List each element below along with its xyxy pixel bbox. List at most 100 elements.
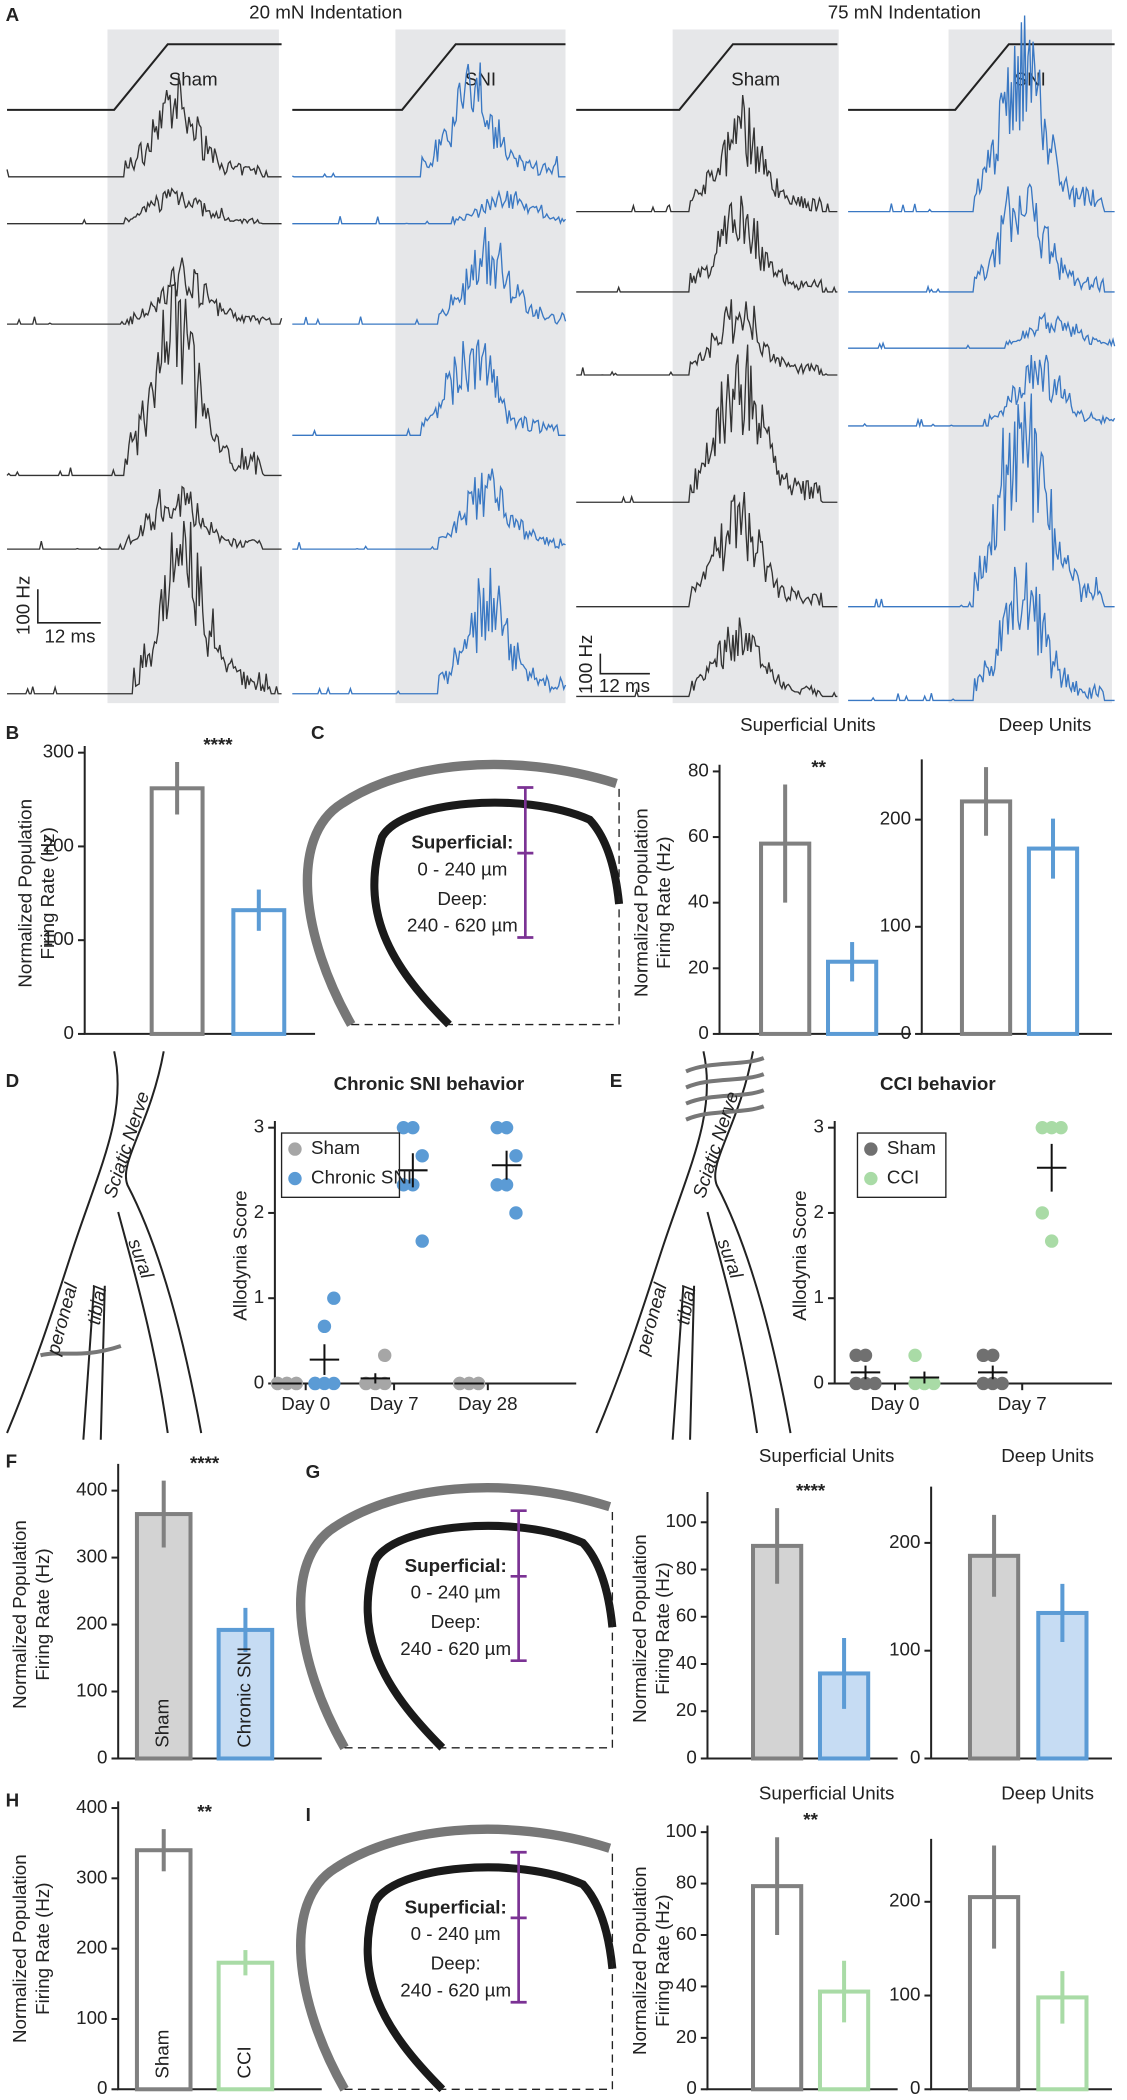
legend-box <box>856 1132 947 1198</box>
y-tick-label: 0 <box>97 1746 107 1767</box>
chart-title: Superficial Units <box>759 1445 894 1466</box>
section-box <box>344 1848 614 2090</box>
y-tick-label: 0 <box>910 1746 920 1767</box>
y-axis-label: Allodynia Score <box>229 1190 250 1320</box>
chart-title: Deep Units <box>1001 1445 1094 1466</box>
data-point <box>406 1120 420 1135</box>
firing-trace <box>7 485 282 550</box>
data-point <box>976 1376 991 1391</box>
firing-trace <box>292 567 567 695</box>
condition-header: 75 mN Indentation <box>828 1 981 22</box>
data-point <box>1035 1206 1049 1220</box>
data-point <box>499 1120 514 1135</box>
data-point <box>908 1376 922 1391</box>
significance: **** <box>190 1452 220 1473</box>
bar-label: Chronic SNI <box>233 1647 254 1748</box>
depth-label: Superficial: <box>411 832 513 853</box>
data-point <box>490 1178 504 1192</box>
data-point <box>415 1234 429 1248</box>
chart-title: CCI behavior <box>880 1073 996 1094</box>
firing-trace <box>7 187 282 225</box>
panel-letter: E <box>610 1070 623 1091</box>
depth-label: 0 - 240 µm <box>417 858 507 879</box>
condition-header: 20 mN Indentation <box>249 1 402 22</box>
y-tick-label: 3 <box>254 1116 264 1137</box>
scale-label: 100 Hz <box>12 576 33 635</box>
nerve-outline <box>671 1285 696 1440</box>
data-point <box>927 1376 941 1391</box>
nerve-outline <box>117 1211 169 1434</box>
firing-trace <box>6 281 282 477</box>
dorsal-horn-diagram: Superficial: 0 - 240 µm Deep: 240 - 620 µm <box>296 1824 617 2093</box>
depth-label: Superficial: <box>405 1555 507 1576</box>
y-tick-label: 100 <box>76 2007 107 2028</box>
data-point <box>378 1348 392 1363</box>
y-tick-label: 0 <box>901 1022 911 1043</box>
bar-label: Sham <box>152 1699 173 1748</box>
nerve-outline <box>124 1051 203 1434</box>
legend-label: Sham <box>887 1137 936 1158</box>
legend-label: Chronic SNI <box>311 1167 412 1188</box>
data-point <box>849 1348 863 1363</box>
y-tick-label: 100 <box>880 915 911 936</box>
firing-trace <box>848 15 1115 213</box>
section-box <box>344 1506 614 1749</box>
bar-label: Sham <box>152 2030 173 2079</box>
firing-trace <box>848 393 1115 608</box>
y-tick-label: 0 <box>97 2077 107 2098</box>
firing-trace <box>7 520 282 695</box>
y-tick-label: 40 <box>676 1652 697 1673</box>
y-tick-label: 400 <box>76 1796 107 1817</box>
depth-bar <box>510 1509 527 1663</box>
y-tick-label: 100 <box>665 1820 696 1841</box>
axis-line <box>920 759 1112 1035</box>
significance: **** <box>796 1480 826 1501</box>
y-tick-label: 400 <box>76 1479 107 1500</box>
depth-label: 0 - 240 µm <box>411 1582 501 1603</box>
data-point <box>396 1120 411 1135</box>
ligature <box>685 1088 765 1106</box>
data-point <box>1035 1120 1049 1135</box>
depth-bar <box>510 1850 527 2004</box>
data-point <box>1054 1120 1068 1135</box>
y-tick-label: 0 <box>814 1371 824 1392</box>
ligature <box>685 1104 765 1122</box>
y-tick-label: 60 <box>676 1605 697 1626</box>
force-ramp <box>7 43 282 111</box>
y-tick-label: 80 <box>676 1872 697 1893</box>
data-point <box>995 1376 1009 1391</box>
force-ramp <box>576 43 838 111</box>
bar <box>134 1848 193 2092</box>
data-point <box>858 1376 873 1391</box>
legend-marker <box>288 1171 302 1186</box>
legend-marker <box>864 1142 878 1156</box>
data-point <box>327 1376 341 1391</box>
scale-bar <box>37 589 101 624</box>
stimulus-window <box>672 29 839 704</box>
y-tick-label: 80 <box>676 1557 697 1578</box>
gray-matter <box>363 1863 617 2093</box>
data-point <box>986 1376 1000 1391</box>
panel-letter: G <box>306 1461 321 1482</box>
chart-title: Deep Units <box>1001 1783 1094 1804</box>
depth-bar <box>517 786 534 939</box>
stimulus-window <box>107 29 279 704</box>
y-axis-label: Firing Rate (Hz) <box>652 1895 673 2027</box>
firing-trace <box>576 617 838 698</box>
significance: ** <box>803 1809 818 1830</box>
ligature <box>685 1072 765 1090</box>
chart-title: Superficial Units <box>740 714 875 735</box>
y-tick-label: 60 <box>676 1923 697 1944</box>
y-tick-label: 2 <box>814 1201 824 1222</box>
y-tick-label: 60 <box>688 825 709 846</box>
y-tick-label: 40 <box>688 891 709 912</box>
firing-trace <box>576 344 838 503</box>
y-axis-label: Normalized Population <box>9 1520 30 1709</box>
depth-label: 0 - 240 µm <box>411 1923 501 1944</box>
data-point <box>986 1348 1000 1363</box>
y-tick-label: 200 <box>889 1531 920 1552</box>
x-tick-label: Day 7 <box>998 1393 1047 1414</box>
trace-label: Sham <box>731 68 780 89</box>
